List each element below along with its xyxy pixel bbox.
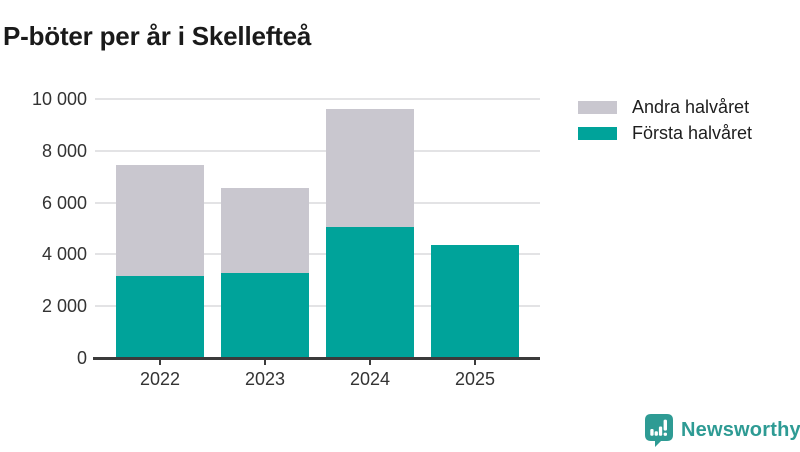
y-axis-label: 10 000 bbox=[31, 89, 87, 109]
gridline bbox=[95, 305, 540, 308]
bar-segment-2022-andra-halvåret bbox=[116, 165, 204, 277]
gridline bbox=[95, 253, 540, 256]
x-axis-label: 2022 bbox=[139, 369, 181, 389]
y-axis-label: 0 bbox=[76, 348, 87, 368]
x-axis-label: 2025 bbox=[454, 369, 496, 389]
legend-swatch bbox=[578, 126, 617, 140]
newsworthy-logo-text: Newsworthy bbox=[681, 418, 800, 441]
gridline bbox=[95, 149, 540, 152]
newsworthy-logo[interactable]: Newsworthy bbox=[644, 413, 800, 447]
x-axis-label: 2024 bbox=[349, 369, 391, 389]
x-axis-label: 2023 bbox=[244, 369, 286, 389]
gridline bbox=[95, 98, 540, 100]
bar-chart-speech-bubble-icon bbox=[644, 413, 674, 447]
x-axis-tick bbox=[159, 359, 161, 365]
y-axis-label: 4 000 bbox=[41, 244, 87, 265]
bar-segment-2022-första-halvåret bbox=[116, 276, 204, 358]
chart-title: P-böter per år i Skellefteå bbox=[3, 21, 312, 52]
legend-swatch bbox=[578, 101, 617, 115]
y-axis-label: 6 000 bbox=[41, 192, 87, 213]
bar-segment-2024-andra-halvåret bbox=[326, 109, 414, 228]
bar-segment-2023-första-halvåret bbox=[221, 272, 309, 358]
x-axis-tick bbox=[369, 359, 371, 365]
bar-segment-2025-första-halvåret bbox=[431, 244, 519, 358]
legend-label: Andra halvåret bbox=[632, 97, 750, 118]
legend-label: Första halvåret bbox=[632, 122, 753, 143]
legend-entry: Andra halvåret bbox=[578, 95, 752, 121]
x-axis-tick bbox=[474, 359, 476, 365]
gridline bbox=[95, 201, 540, 204]
legend-entry: Första halvåret bbox=[578, 121, 752, 147]
bar-segment-2024-första-halvåret bbox=[326, 227, 414, 358]
chart-legend: Andra halvåret Första halvåret bbox=[578, 95, 752, 146]
x-axis-tick bbox=[264, 359, 266, 365]
x-axis-line bbox=[93, 356, 540, 360]
y-axis-label: 8 000 bbox=[41, 140, 87, 161]
bar-segment-2023-andra-halvåret bbox=[221, 188, 309, 273]
y-axis-label: 2 000 bbox=[41, 296, 87, 317]
